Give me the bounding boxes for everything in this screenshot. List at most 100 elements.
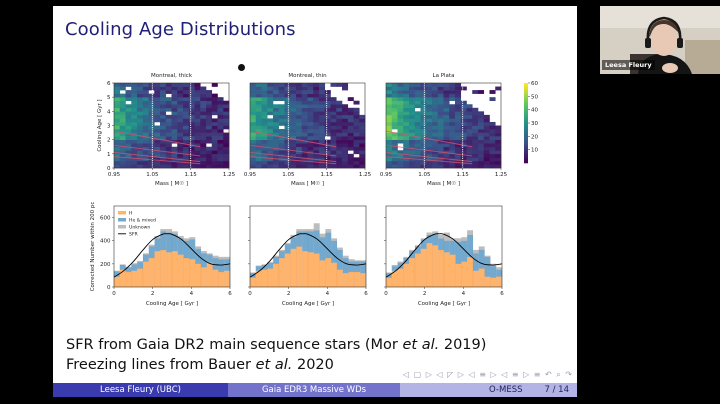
heatmap-cell (125, 97, 132, 102)
heatmap-cell (432, 136, 439, 140)
heatmap-cell (483, 146, 490, 151)
heatmap-cell (290, 118, 297, 123)
heatmap-cell (414, 121, 421, 126)
heatmap-cell (160, 104, 167, 109)
heatmap-cell (342, 160, 349, 165)
heatmap-cell (386, 93, 393, 98)
histogram-bar-hemixed (131, 264, 138, 271)
heatmap-cell (432, 143, 439, 148)
histogram-bar-h (177, 254, 184, 288)
heatmap-cell (414, 136, 421, 140)
heatmap-cell (296, 111, 303, 116)
histogram-bar-h (142, 261, 149, 288)
histogram-bar-unknown (183, 238, 190, 241)
histogram-bar-hemixed (142, 254, 149, 262)
heatmap-cell (483, 139, 490, 144)
colorbar-segment (524, 121, 528, 124)
heatmap-cell (409, 93, 416, 98)
histogram-bar-hemixed (496, 269, 503, 277)
heatmap-cell (261, 93, 268, 98)
heatmap-cell (403, 104, 410, 109)
heatmap-cell (278, 107, 285, 112)
heatmap-cell (443, 121, 450, 126)
colorbar-segment (524, 149, 528, 152)
heatmap-cell (426, 86, 433, 91)
heatmap-cell (443, 93, 450, 98)
heatmap-cell (478, 118, 485, 123)
heatmap-cell (177, 160, 184, 165)
heatmap-cell (183, 143, 190, 148)
heatmap-cell (443, 146, 450, 151)
heatmap-cell (137, 107, 144, 112)
heatmap-cell (250, 146, 257, 151)
heatmap-cell (217, 146, 224, 151)
histogram-bar-h (302, 250, 309, 288)
heatmap-cell (267, 160, 274, 165)
heatmap-cell (307, 90, 314, 94)
beamer-navigation-symbols[interactable]: ◁ ▢ ▷ ◁ ◸ ▷ ◁ ≡ ▷ ◁ ≡ ▷ ≡ ↶ ⌕ ↷ (402, 370, 573, 379)
colorbar-tick-label: 60 (531, 81, 538, 87)
heatmap-cell (342, 83, 349, 87)
heatmap-cell (284, 107, 291, 112)
histogram-bar-h (249, 277, 256, 288)
heatmap-cell (250, 136, 257, 140)
heatmap-cell (443, 139, 450, 144)
heatmap-cell (324, 153, 331, 158)
histogram-bar-unknown (278, 249, 285, 252)
heatmap-cell (449, 150, 456, 155)
heatmap-cell (495, 139, 502, 144)
heatmap-cell (206, 107, 213, 112)
heatmap-cell (386, 143, 393, 148)
heatmap-cell (255, 83, 262, 87)
heatmap-cell (255, 143, 262, 148)
heatmap-cell (142, 90, 149, 94)
heatmap-cell (114, 114, 121, 119)
heatmap-cell (347, 146, 354, 151)
heatmap-cell (324, 121, 331, 126)
heatmap-cell (255, 125, 262, 130)
histogram-bar-hemixed (284, 244, 291, 254)
heatmap-cell (125, 136, 132, 140)
histogram-bar-h (313, 253, 320, 288)
heatmap-cell (131, 129, 138, 133)
heatmap-cell (330, 100, 337, 105)
heatmap-cell (200, 107, 207, 112)
heatmap-cell (353, 121, 360, 126)
heatmap-cell (206, 160, 213, 165)
heatmap-cell (273, 86, 280, 91)
heatmap-cell (460, 164, 467, 169)
heatmap-cell (330, 136, 337, 140)
heatmap-cell (432, 86, 439, 91)
heatmap-cell (114, 86, 121, 91)
histogram-bar-h (426, 242, 433, 288)
heatmap-cell (273, 107, 280, 112)
heatmap-cell (154, 143, 161, 148)
heatmap-cell (206, 153, 213, 158)
heatmap-cell (313, 121, 320, 126)
heatmap-cell (200, 125, 207, 130)
heatmap-cell (414, 160, 421, 165)
histogram-bar-h (131, 270, 138, 288)
heatmap-cell (455, 83, 462, 87)
heatmap-cell (397, 114, 404, 119)
heatmap-cell (142, 97, 149, 102)
heatmap-cell (330, 129, 337, 133)
webcam-video-tile[interactable]: Leesa Fleury (600, 6, 720, 74)
colorbar-segment (524, 147, 528, 150)
heatmap-cell (342, 111, 349, 116)
x-tick-label: 1.05 (282, 172, 295, 178)
heatmap-cell (420, 97, 427, 102)
heatmap-cell (353, 118, 360, 123)
heatmap-cell (171, 121, 178, 126)
y-axis-label: Cooling Age [ Gyr ] (97, 99, 103, 151)
heatmap-cell (391, 100, 398, 105)
heatmap-cell (119, 100, 126, 105)
heatmap-cell (290, 157, 297, 162)
heatmap-cell (397, 86, 404, 91)
heatmap-cell (414, 129, 421, 133)
heatmap-cell (261, 111, 268, 116)
heatmap-cell (217, 157, 224, 162)
heatmap-cell (495, 150, 502, 155)
y-tick-label: 400 (100, 239, 111, 245)
heatmap-cell (313, 118, 320, 123)
